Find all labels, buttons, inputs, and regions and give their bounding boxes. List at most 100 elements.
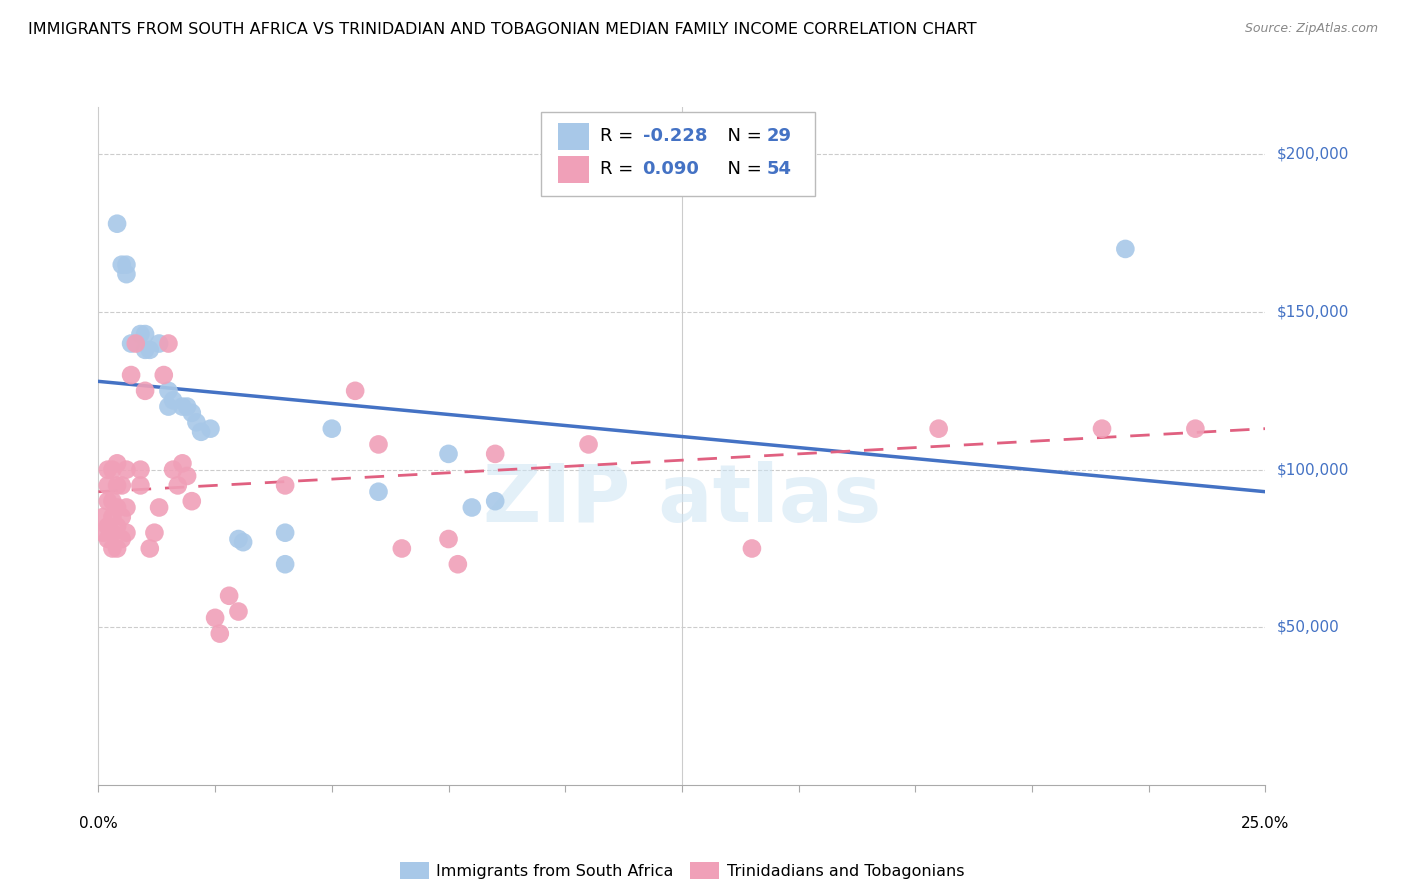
Point [111,258,134,272]
Point [157,400,180,414]
Text: R =: R = [600,161,640,178]
Text: 0.090: 0.090 [643,161,699,178]
Point [152,368,174,382]
Point [208,626,231,640]
Point [186,415,208,429]
Point [105,519,128,533]
Point [125,336,148,351]
Point [120,368,142,382]
Point [101,525,124,540]
Text: 25.0%: 25.0% [1241,816,1289,831]
Text: $100,000: $100,000 [1277,462,1348,477]
Point [105,217,128,231]
Text: ZIP atlas: ZIP atlas [482,461,882,540]
Point [97,478,120,492]
Point [148,336,170,351]
Point [274,558,297,572]
Point [129,463,152,477]
Point [741,541,763,556]
Point [101,494,124,508]
Point [111,532,134,546]
Point [97,463,120,477]
Point [180,494,202,508]
Point [115,463,138,477]
Point [97,519,120,533]
Text: N =: N = [716,161,768,178]
Point [176,469,198,483]
Point [115,500,138,515]
Point [484,447,506,461]
Point [97,494,120,508]
Point [105,500,128,515]
Text: $150,000: $150,000 [1277,304,1348,319]
Point [105,478,128,492]
Point [115,267,138,281]
Point [274,478,297,492]
Point [1114,242,1136,256]
Text: IMMIGRANTS FROM SOUTH AFRICA VS TRINIDADIAN AND TOBAGONIAN MEDIAN FAMILY INCOME : IMMIGRANTS FROM SOUTH AFRICA VS TRINIDAD… [28,22,977,37]
Point [172,456,194,470]
Point [97,532,120,546]
Point [129,327,152,342]
Point [204,611,226,625]
Point [91,525,114,540]
Point [101,541,124,556]
Point [1091,422,1114,436]
Point [134,343,156,357]
Point [461,500,484,515]
Text: -0.228: -0.228 [643,128,707,145]
Point [228,605,250,619]
Point [437,532,460,546]
Point [101,510,124,524]
Point [578,437,600,451]
Point [134,384,156,398]
Point [115,525,138,540]
Point [447,558,470,572]
Text: 0.0%: 0.0% [79,816,118,831]
Text: R =: R = [600,128,640,145]
Point [157,384,180,398]
Point [232,535,254,549]
Point [143,525,166,540]
Point [391,541,413,556]
Point [228,532,250,546]
Point [105,541,128,556]
Point [148,500,170,515]
Point [162,393,184,408]
Point [139,343,162,357]
Point [172,400,194,414]
Point [105,456,128,470]
Legend: Immigrants from South Africa, Trinidadians and Tobagonians: Immigrants from South Africa, Trinidadia… [394,856,970,886]
Point [115,258,138,272]
Point [129,478,152,492]
Point [134,327,156,342]
Point [274,525,297,540]
Point [321,422,343,436]
Point [157,336,180,351]
Point [928,422,950,436]
Point [180,406,202,420]
Point [139,541,162,556]
Point [484,494,506,508]
Point [190,425,212,439]
Point [101,463,124,477]
Text: 54: 54 [766,161,792,178]
Point [437,447,460,461]
Point [91,510,114,524]
Text: Source: ZipAtlas.com: Source: ZipAtlas.com [1244,22,1378,36]
Point [111,510,134,524]
Point [176,400,198,414]
Text: 29: 29 [766,128,792,145]
Point [367,484,389,499]
Point [111,478,134,492]
Point [218,589,240,603]
Text: N =: N = [716,128,768,145]
Point [200,422,222,436]
Point [162,463,184,477]
Point [166,478,188,492]
Point [344,384,367,398]
Text: $50,000: $50,000 [1277,620,1340,635]
Point [367,437,389,451]
Point [120,336,142,351]
Text: $200,000: $200,000 [1277,147,1348,161]
